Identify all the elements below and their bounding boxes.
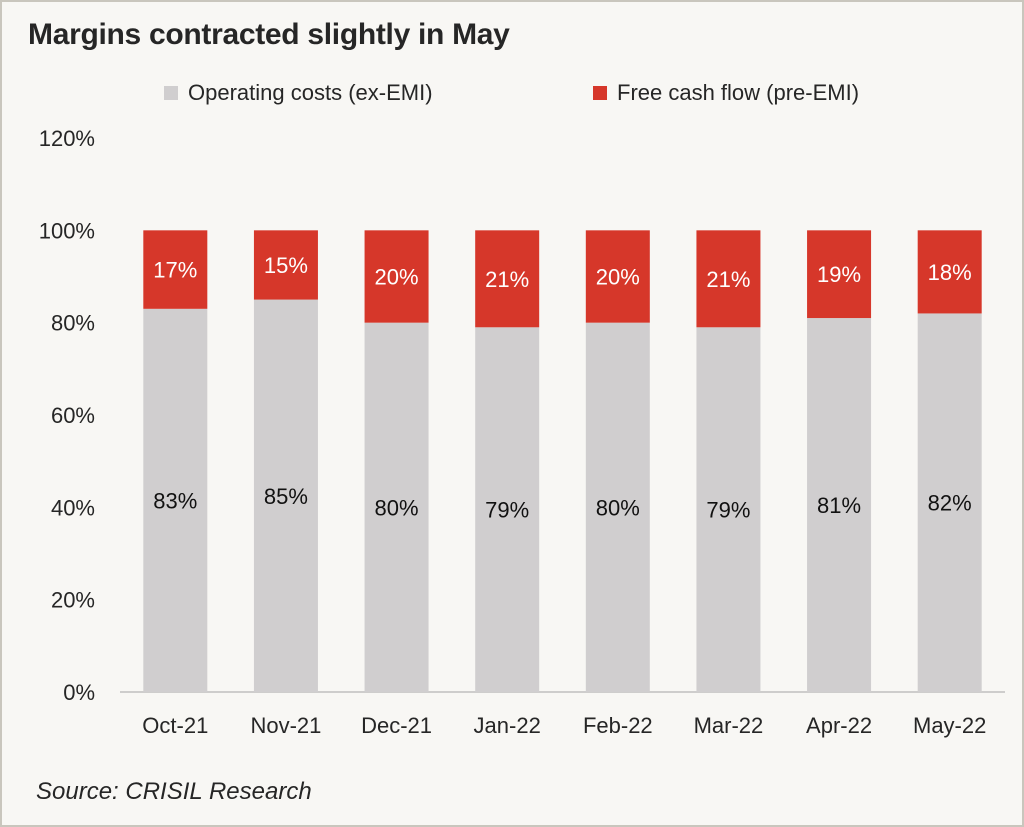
x-tick-label: Oct-21 xyxy=(142,713,208,738)
operating-costs-bar xyxy=(364,322,429,692)
operating-costs-bar xyxy=(696,327,761,692)
operating-costs-bar xyxy=(585,322,650,692)
free-cash-flow-data-label: 19% xyxy=(817,262,861,287)
free-cash-flow-data-label: 21% xyxy=(706,267,750,292)
operating-costs-bar xyxy=(253,299,318,692)
y-tick-label: 60% xyxy=(51,403,95,428)
x-tick-label: Dec-21 xyxy=(361,713,432,738)
y-tick-label: 120% xyxy=(39,126,95,151)
operating-costs-data-label: 81% xyxy=(817,493,861,518)
free-cash-flow-data-label: 15% xyxy=(264,253,308,278)
operating-costs-bar xyxy=(807,318,872,692)
x-tick-label: Apr-22 xyxy=(806,713,872,738)
free-cash-flow-bar xyxy=(696,230,761,328)
operating-costs-data-label: 80% xyxy=(596,495,640,520)
legend-swatch-free-cash-flow xyxy=(593,86,607,100)
operating-costs-data-label: 82% xyxy=(928,491,972,516)
operating-costs-data-label: 80% xyxy=(375,495,419,520)
free-cash-flow-data-label: 17% xyxy=(153,258,197,283)
free-cash-flow-data-label: 21% xyxy=(485,267,529,292)
x-tick-label: May-22 xyxy=(913,713,986,738)
legend-swatch-operating-costs xyxy=(164,86,178,100)
free-cash-flow-data-label: 18% xyxy=(928,260,972,285)
x-tick-label: Jan-22 xyxy=(474,713,541,738)
x-tick-label: Nov-21 xyxy=(250,713,321,738)
free-cash-flow-bar xyxy=(253,230,318,300)
x-tick-label: Feb-22 xyxy=(583,713,653,738)
y-tick-label: 0% xyxy=(63,680,95,705)
operating-costs-data-label: 85% xyxy=(264,484,308,509)
free-cash-flow-data-label: 20% xyxy=(375,265,419,290)
chart-title: Margins contracted slightly in May xyxy=(28,18,510,51)
free-cash-flow-bar xyxy=(585,230,650,323)
y-tick-label: 100% xyxy=(39,218,95,243)
operating-costs-bar xyxy=(475,327,540,692)
legend-label-free-cash-flow: Free cash flow (pre-EMI) xyxy=(617,80,859,105)
y-tick-label: 20% xyxy=(51,588,95,613)
free-cash-flow-data-label: 20% xyxy=(596,265,640,290)
free-cash-flow-bar xyxy=(807,230,872,319)
operating-costs-data-label: 79% xyxy=(485,498,529,523)
free-cash-flow-bar xyxy=(143,230,208,309)
legend-label-operating-costs: Operating costs (ex-EMI) xyxy=(188,80,433,105)
source-note: Source: CRISIL Research xyxy=(36,778,312,805)
operating-costs-data-label: 79% xyxy=(706,498,750,523)
free-cash-flow-bar xyxy=(364,230,429,323)
x-tick-label: Mar-22 xyxy=(694,713,764,738)
free-cash-flow-bar xyxy=(475,230,540,328)
operating-costs-bar xyxy=(917,313,982,692)
operating-costs-data-label: 83% xyxy=(153,488,197,513)
operating-costs-bar xyxy=(143,308,208,692)
y-tick-label: 80% xyxy=(51,311,95,336)
y-tick-label: 40% xyxy=(51,495,95,520)
free-cash-flow-bar xyxy=(917,230,982,314)
